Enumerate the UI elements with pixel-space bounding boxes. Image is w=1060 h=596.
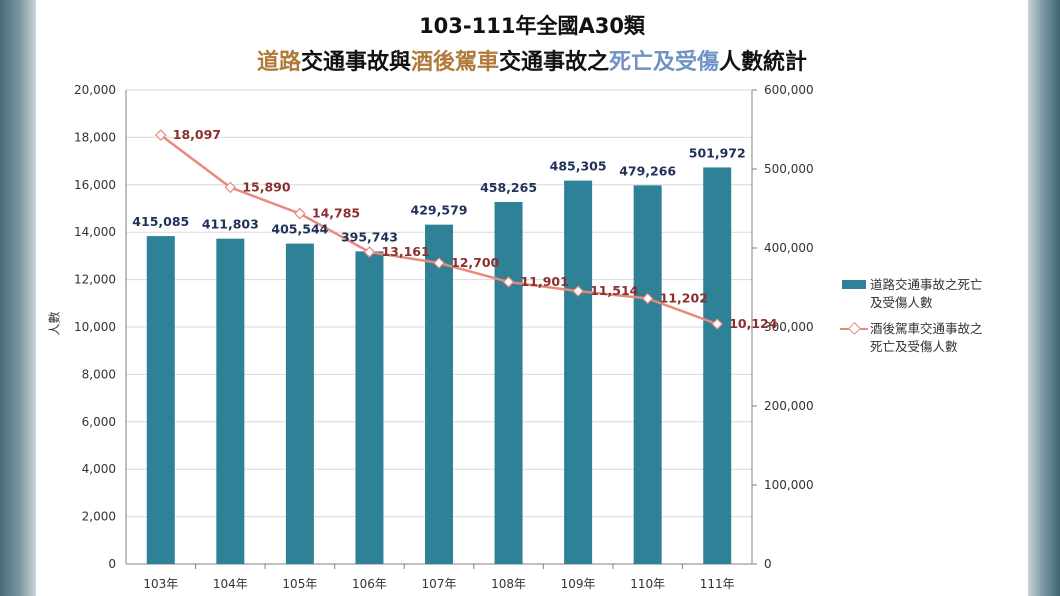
x-axis-tick-label: 104年 bbox=[213, 577, 248, 591]
left-axis-tick-label: 2,000 bbox=[82, 510, 116, 524]
bar-data-label: 479,266 bbox=[619, 163, 676, 178]
right-axis-tick-label: 0 bbox=[764, 557, 772, 571]
subtitle-part-accident-of: 交通事故之 bbox=[499, 50, 610, 75]
left-axis-tick-label: 4,000 bbox=[82, 462, 116, 476]
subtitle-part-accident: 交通事故與 bbox=[300, 50, 411, 75]
left-axis-tick-label: 8,000 bbox=[82, 367, 116, 381]
left-axis-tick-label: 14,000 bbox=[74, 225, 116, 239]
right-axis-tick-label: 100,000 bbox=[764, 478, 814, 492]
bar bbox=[703, 167, 732, 564]
right-axis-tick-label: 500,000 bbox=[764, 162, 814, 176]
x-axis-tick-label: 111年 bbox=[700, 577, 735, 591]
line-data-label: 11,202 bbox=[660, 291, 708, 306]
chart-panel bbox=[36, 0, 1028, 596]
right-axis-tick-label: 400,000 bbox=[764, 241, 814, 255]
x-axis-tick-label: 106年 bbox=[352, 577, 387, 591]
bar-data-label: 501,972 bbox=[689, 145, 746, 160]
legend-label-drunk-line1: 酒後駕車交通事故之 bbox=[870, 321, 983, 336]
right-axis-tick-label: 300,000 bbox=[764, 320, 814, 334]
bar bbox=[564, 180, 593, 564]
legend-label-road-line1: 道路交通事故之死亡 bbox=[870, 277, 983, 292]
line-data-label: 11,514 bbox=[590, 283, 639, 298]
right-axis-tick-label: 200,000 bbox=[764, 399, 814, 413]
x-axis-tick-label: 108年 bbox=[491, 577, 526, 591]
line-data-label: 14,785 bbox=[312, 206, 360, 221]
line-point-marker bbox=[363, 246, 376, 258]
x-axis-tick-label: 107年 bbox=[422, 577, 457, 591]
legend-item-road-casualties: 道路交通事故之死亡 及受傷人數 bbox=[840, 276, 1022, 312]
legend-label-drunk-line2: 死亡及受傷人數 bbox=[870, 339, 958, 354]
legend-label-road-line2: 及受傷人數 bbox=[870, 295, 933, 310]
line-point-marker bbox=[502, 276, 515, 288]
chart-title: 103-111年全國A30類 bbox=[419, 14, 645, 38]
bar-data-label: 485,305 bbox=[550, 159, 607, 174]
subtitle-part-road: 道路 bbox=[256, 50, 301, 75]
left-axis-tick-label: 12,000 bbox=[74, 273, 116, 287]
bar-data-label: 411,803 bbox=[202, 217, 259, 232]
left-edge-strip bbox=[0, 0, 36, 596]
chart-legend: 道路交通事故之死亡 及受傷人數 酒後駕車交通事故之 死亡及受傷人數 bbox=[840, 276, 1022, 364]
line-point-marker bbox=[294, 207, 306, 220]
legend-item-drunk-driving-casualties: 酒後駕車交通事故之 死亡及受傷人數 bbox=[840, 320, 1022, 356]
x-axis-tick-label: 109年 bbox=[561, 577, 596, 591]
subtitle-part-casualties: 死亡及受傷 bbox=[609, 50, 720, 75]
left-axis-tick-label: 10,000 bbox=[74, 320, 116, 334]
line-data-label: 12,700 bbox=[451, 255, 500, 270]
left-axis-tick-label: 0 bbox=[108, 557, 116, 571]
bar-data-label: 429,579 bbox=[411, 203, 468, 218]
x-axis-tick-label: 103年 bbox=[143, 577, 178, 591]
bar bbox=[285, 243, 314, 564]
left-axis-tick-label: 18,000 bbox=[74, 130, 116, 144]
right-edge-strip bbox=[1028, 0, 1060, 596]
line-data-label: 15,890 bbox=[242, 179, 291, 194]
left-axis-tick-label: 20,000 bbox=[74, 83, 116, 97]
bar-data-label: 415,085 bbox=[132, 214, 189, 229]
right-axis-tick-label: 600,000 bbox=[764, 83, 814, 97]
x-axis-tick-label: 110年 bbox=[630, 577, 665, 591]
bar-data-label: 395,743 bbox=[341, 229, 398, 244]
subtitle-part-drunk-driving: 酒後駕車 bbox=[410, 50, 499, 75]
line-point-marker bbox=[572, 285, 584, 297]
bar bbox=[216, 238, 245, 564]
line-point-marker bbox=[711, 318, 724, 330]
bar bbox=[146, 236, 175, 564]
bar bbox=[633, 185, 662, 564]
legend-bar-swatch-icon bbox=[842, 280, 866, 289]
bar bbox=[425, 224, 453, 565]
left-axis-tick-label: 16,000 bbox=[74, 178, 116, 192]
line-point-marker bbox=[433, 257, 445, 269]
line-data-label: 11,901 bbox=[521, 274, 569, 289]
bar-data-label: 458,265 bbox=[480, 180, 537, 195]
legend-line-swatch-icon bbox=[840, 328, 868, 330]
chart-subtitle: 道路交通事故與酒後駕車交通事故之死亡及受傷人數統計 bbox=[36, 44, 1028, 76]
subtitle-part-statistics: 人數統計 bbox=[719, 50, 808, 75]
left-axis-tick-label: 6,000 bbox=[82, 415, 116, 429]
y-axis-title: 人數 bbox=[47, 311, 62, 336]
line-point-marker bbox=[641, 292, 654, 305]
bar bbox=[494, 201, 523, 565]
line-data-label: 18,097 bbox=[173, 127, 221, 142]
bar-data-label: 405,544 bbox=[271, 222, 328, 237]
line-point-marker bbox=[154, 129, 167, 141]
line-data-label: 10,124 bbox=[729, 316, 778, 331]
line-data-label: 13,161 bbox=[381, 244, 429, 259]
x-axis-tick-label: 105年 bbox=[282, 577, 317, 591]
bar bbox=[355, 251, 384, 564]
line-point-marker bbox=[224, 181, 237, 194]
